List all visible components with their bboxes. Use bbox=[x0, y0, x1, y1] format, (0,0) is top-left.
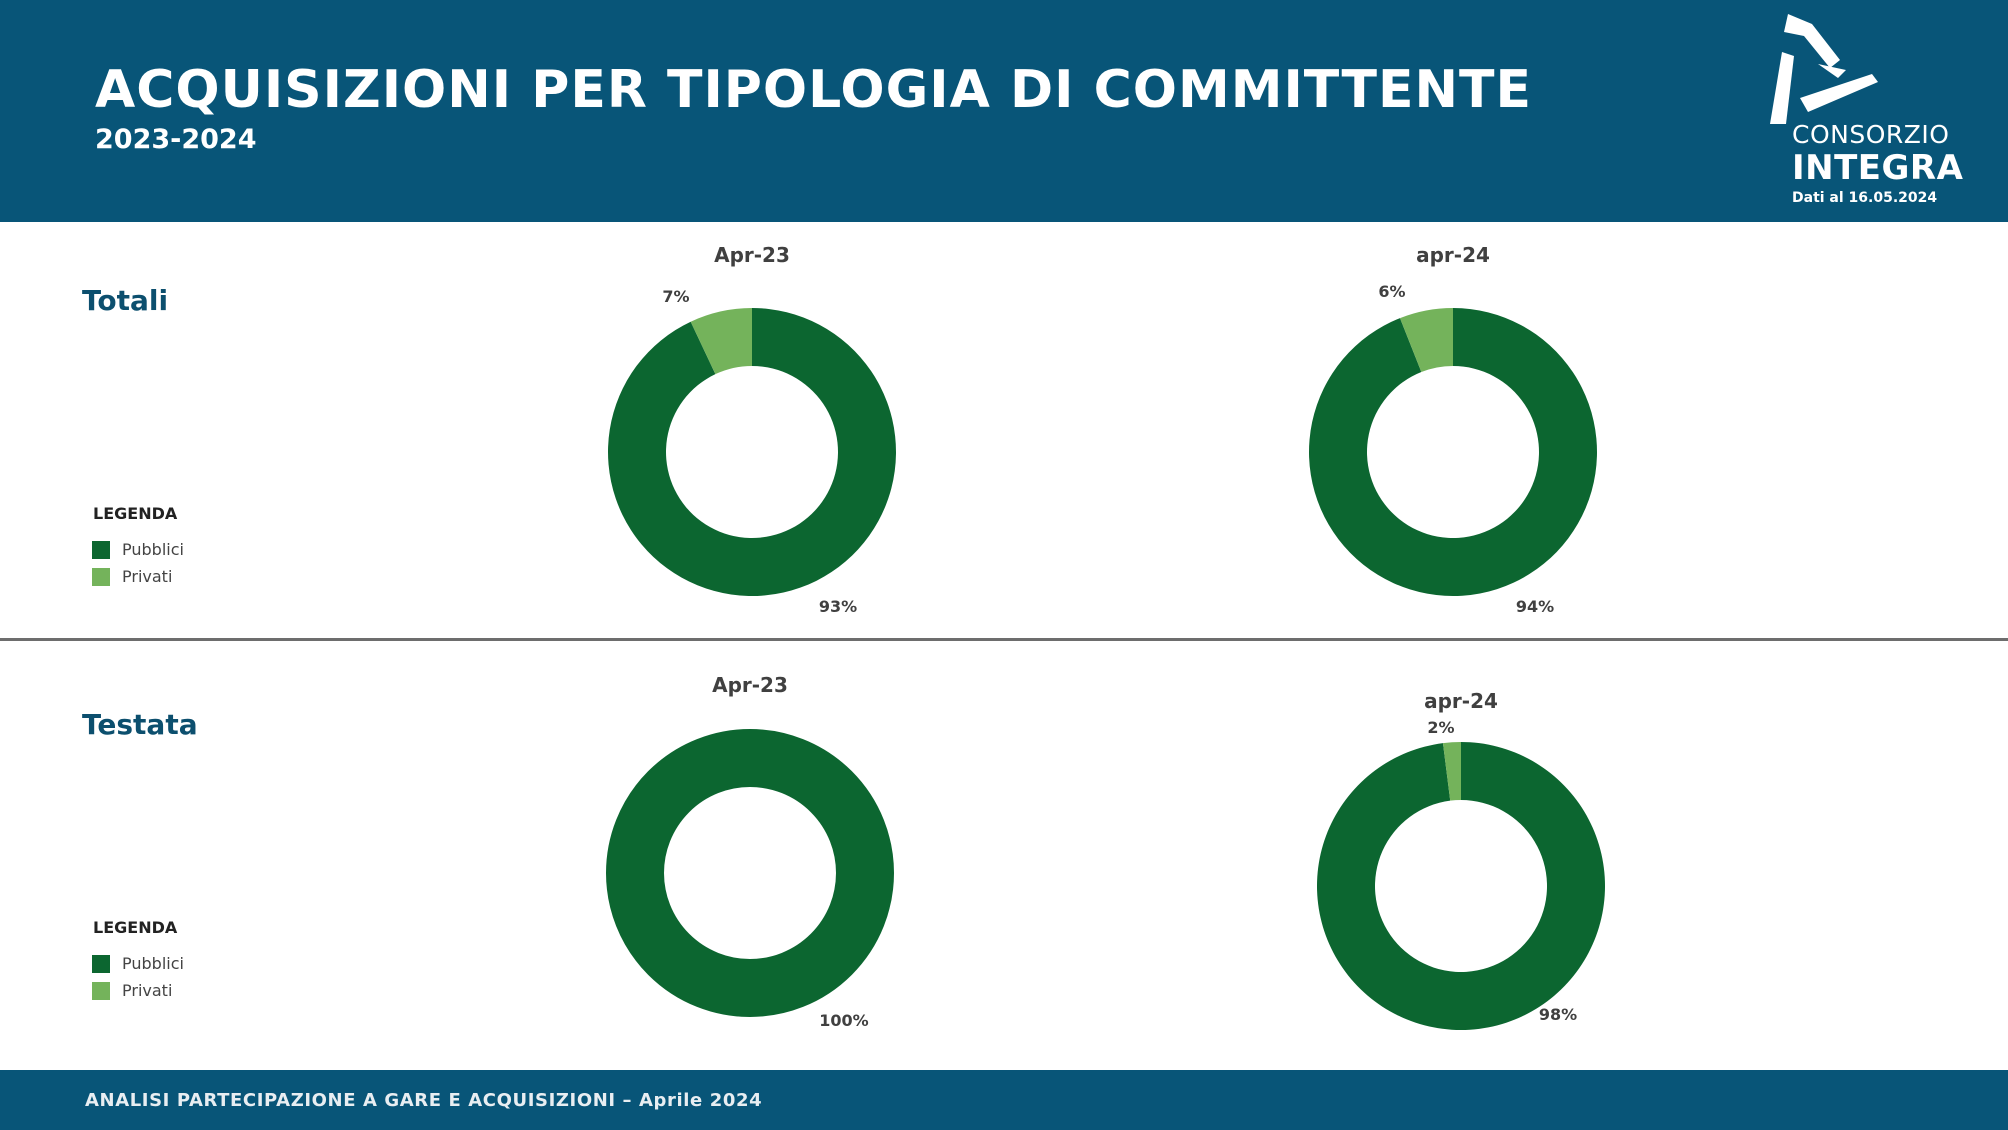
donut-chart-4: apr-24 98% 2% bbox=[1317, 689, 1606, 1030]
chart-title: Apr-23 bbox=[714, 243, 790, 267]
slice-privati bbox=[1442, 742, 1461, 801]
legend-title: LEGENDA bbox=[93, 504, 178, 523]
slice-pubblici bbox=[606, 729, 894, 1017]
header-banner: ACQUISIZIONI PER TIPOLOGIA DI COMMITTENT… bbox=[0, 0, 2008, 222]
legend-title: LEGENDA bbox=[93, 918, 178, 937]
legend-item-pubblici: Pubblici bbox=[92, 954, 184, 973]
section-title-testata: Testata bbox=[82, 708, 198, 741]
donut-chart-1: Apr-23 93% 7% bbox=[608, 243, 896, 616]
consorzio-integra-logo: CONSORZIO INTEGRA Dati al 16.05.2024 bbox=[1760, 12, 2000, 212]
legend-label: Pubblici bbox=[122, 540, 184, 559]
legend-label: Privati bbox=[122, 567, 173, 586]
data-label-pubblici: 94% bbox=[1516, 597, 1554, 616]
page-title: ACQUISIZIONI PER TIPOLOGIA DI COMMITTENT… bbox=[95, 60, 1532, 120]
data-label-privati: 6% bbox=[1378, 282, 1405, 301]
slice-pubblici bbox=[1317, 742, 1606, 1030]
legend-label: Pubblici bbox=[122, 954, 184, 973]
legend-swatch-privati bbox=[92, 567, 110, 586]
donut-chart-2: apr-24 94% 6% bbox=[1309, 243, 1597, 616]
legend-item-pubblici: Pubblici bbox=[92, 540, 184, 559]
data-label-pubblici: 93% bbox=[819, 597, 857, 616]
chart-title: Apr-23 bbox=[712, 673, 788, 697]
slice-pubblici bbox=[1309, 308, 1597, 596]
data-label-privati: 2% bbox=[1427, 718, 1454, 737]
legend-item-privati: Privati bbox=[92, 981, 172, 1000]
chart-title: apr-24 bbox=[1424, 689, 1498, 713]
legend-swatch-privati bbox=[92, 981, 110, 1000]
slice-pubblici bbox=[608, 308, 896, 596]
chart-title: apr-24 bbox=[1416, 243, 1490, 267]
page-subtitle: 2023-2024 bbox=[95, 124, 257, 155]
donut-chart-3: Apr-23 100% bbox=[606, 673, 894, 1030]
footer-text: ANALISI PARTECIPAZIONE A GARE E ACQUISIZ… bbox=[85, 1090, 763, 1111]
data-label-pubblici: 100% bbox=[819, 1011, 868, 1030]
section-divider bbox=[0, 638, 2008, 641]
slice-privati bbox=[1399, 308, 1453, 373]
logo-text-consorzio: CONSORZIO bbox=[1792, 120, 1950, 149]
section-title-totali: Totali bbox=[82, 284, 169, 317]
legend-label: Privati bbox=[122, 981, 173, 1000]
logo-mark-icon bbox=[1770, 14, 1878, 124]
slice-privati bbox=[690, 308, 752, 375]
legend-swatch-pubblici bbox=[92, 540, 110, 559]
legend-item-privati: Privati bbox=[92, 567, 172, 586]
footer-banner: ANALISI PARTECIPAZIONE A GARE E ACQUISIZ… bbox=[0, 1070, 2008, 1130]
logo-text-integra: INTEGRA bbox=[1792, 148, 1964, 188]
data-label-privati: 7% bbox=[662, 287, 689, 306]
data-date-note: Dati al 16.05.2024 bbox=[1792, 190, 1938, 206]
data-label-pubblici: 98% bbox=[1539, 1005, 1577, 1024]
legend-swatch-pubblici bbox=[92, 954, 110, 973]
